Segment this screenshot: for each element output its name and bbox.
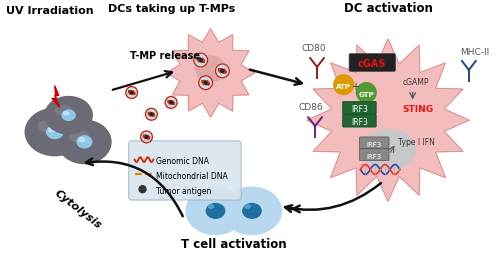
Circle shape (170, 101, 172, 104)
FancyBboxPatch shape (360, 149, 389, 160)
FancyBboxPatch shape (342, 114, 376, 127)
Text: T-MP release: T-MP release (130, 51, 200, 61)
Ellipse shape (64, 112, 69, 115)
Circle shape (199, 58, 202, 61)
Ellipse shape (79, 138, 84, 142)
Text: cGAS: cGAS (358, 59, 386, 69)
Ellipse shape (45, 97, 92, 134)
Text: CD86: CD86 (298, 103, 323, 112)
Ellipse shape (245, 205, 250, 208)
Circle shape (139, 186, 146, 193)
Ellipse shape (56, 106, 72, 115)
Ellipse shape (196, 56, 226, 82)
Circle shape (334, 75, 353, 95)
FancyBboxPatch shape (342, 101, 376, 114)
Text: cGAMP: cGAMP (403, 78, 429, 87)
Circle shape (221, 69, 224, 72)
Text: DCs taking up T-MPs: DCs taking up T-MPs (108, 4, 235, 14)
Ellipse shape (46, 125, 63, 138)
Ellipse shape (48, 128, 55, 132)
Text: UV Irradiation: UV Irradiation (6, 6, 94, 16)
Circle shape (356, 83, 376, 103)
Text: Tumor antigen: Tumor antigen (156, 187, 212, 196)
Text: Type I IFN: Type I IFN (398, 138, 435, 147)
Text: IRF3: IRF3 (351, 118, 368, 127)
Text: Cytolysis: Cytolysis (53, 188, 104, 231)
Text: IRF3: IRF3 (366, 142, 382, 148)
Text: Genomic DNA: Genomic DNA (156, 157, 210, 166)
Circle shape (194, 53, 207, 67)
Circle shape (204, 81, 207, 84)
Ellipse shape (25, 108, 84, 156)
Text: Mitochondrial DNA: Mitochondrial DNA (156, 172, 228, 181)
Text: +: + (352, 82, 360, 92)
Ellipse shape (70, 131, 88, 142)
Text: GTP: GTP (358, 92, 374, 98)
Ellipse shape (58, 120, 111, 163)
Polygon shape (166, 29, 254, 117)
Ellipse shape (222, 187, 282, 234)
Ellipse shape (77, 136, 92, 148)
Polygon shape (52, 86, 60, 107)
Ellipse shape (62, 110, 75, 120)
Ellipse shape (208, 205, 214, 208)
Circle shape (145, 136, 148, 138)
Ellipse shape (206, 203, 224, 218)
Text: CD80: CD80 (302, 44, 326, 53)
Text: MHC-II: MHC-II (460, 48, 489, 57)
Text: STING: STING (403, 105, 434, 114)
Text: T cell activation: T cell activation (182, 238, 287, 251)
Text: ATP: ATP (336, 84, 351, 90)
Ellipse shape (361, 130, 415, 169)
Text: DC activation: DC activation (344, 2, 432, 15)
Circle shape (140, 131, 152, 143)
Circle shape (146, 108, 158, 120)
Text: IRF3: IRF3 (366, 154, 382, 160)
FancyBboxPatch shape (360, 137, 389, 149)
Polygon shape (307, 39, 469, 201)
Ellipse shape (38, 120, 59, 132)
Circle shape (130, 91, 133, 94)
Ellipse shape (243, 203, 261, 218)
Circle shape (216, 64, 230, 78)
Circle shape (165, 97, 177, 108)
Circle shape (126, 87, 138, 98)
FancyBboxPatch shape (349, 54, 396, 71)
Ellipse shape (186, 187, 245, 234)
Text: IRF3: IRF3 (351, 105, 368, 114)
Circle shape (198, 76, 212, 89)
Circle shape (150, 113, 152, 116)
FancyBboxPatch shape (128, 141, 241, 200)
